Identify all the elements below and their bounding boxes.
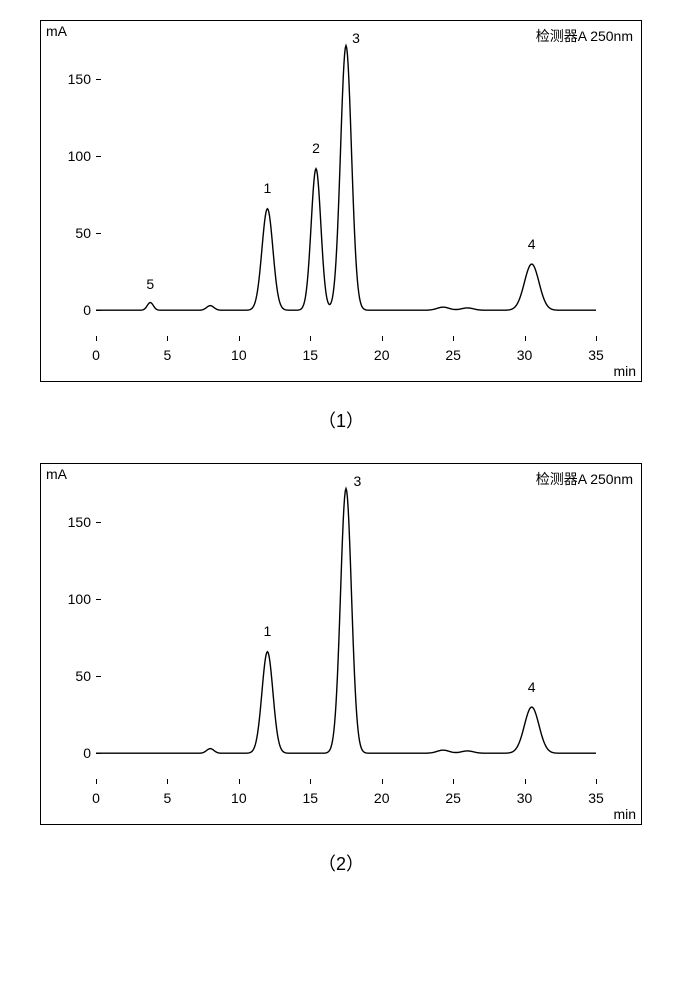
x-tick-mark [310,336,311,341]
peak-label-5: 5 [146,276,154,292]
y-tick-label: 150 [41,71,91,87]
chart-2-box: mA 检测器A 250nm min 0501001500510152025303… [40,463,642,825]
x-tick-mark [596,336,597,341]
y-tick-label: 50 [41,668,91,684]
x-tick-mark [167,779,168,784]
x-tick-label: 0 [92,347,100,363]
chart-2-x-label: min [613,806,636,822]
x-tick-label: 15 [302,347,318,363]
x-tick-mark [453,779,454,784]
peak-label-3: 3 [354,473,362,489]
x-tick-label: 20 [374,790,390,806]
y-tick-label: 0 [41,745,91,761]
y-tick-label: 50 [41,225,91,241]
chart-2-y-label: mA [46,466,67,482]
x-tick-label: 30 [517,347,533,363]
chart-2-svg [96,484,596,784]
x-tick-mark [596,779,597,784]
y-tick-label: 150 [41,514,91,530]
x-tick-mark [239,779,240,784]
chart-2-plot-area [96,484,596,784]
y-tick-mark [96,233,101,234]
x-tick-label: 30 [517,790,533,806]
charts-container: mA 检测器A 250nm min 0501001500510152025303… [20,20,662,876]
y-tick-mark [96,753,101,754]
chart-1-x-label: min [613,363,636,379]
y-tick-label: 0 [41,302,91,318]
chart-2-subplot-label: （2） [318,850,364,876]
chart-2-wrapper: mA 检测器A 250nm min 0501001500510152025303… [40,463,642,876]
chart-1-wrapper: mA 检测器A 250nm min 0501001500510152025303… [40,20,642,433]
x-tick-mark [382,779,383,784]
x-tick-label: 25 [445,790,461,806]
x-tick-mark [310,779,311,784]
y-tick-mark [96,310,101,311]
peak-label-2: 2 [312,140,320,156]
x-tick-label: 35 [588,347,604,363]
peak-label-4: 4 [528,679,536,695]
y-tick-mark [96,156,101,157]
peak-label-3: 3 [352,30,360,46]
chart-1-y-label: mA [46,23,67,39]
x-tick-label: 5 [164,790,172,806]
x-tick-label: 10 [231,347,247,363]
peak-label-4: 4 [528,236,536,252]
y-tick-mark [96,79,101,80]
peak-label-1: 1 [264,623,272,639]
x-tick-mark [525,779,526,784]
x-tick-label: 5 [164,347,172,363]
chart-1-subplot-label: （1） [318,407,364,433]
y-tick-mark [96,676,101,677]
x-tick-mark [525,336,526,341]
y-tick-label: 100 [41,148,91,164]
x-tick-label: 25 [445,347,461,363]
x-tick-mark [167,336,168,341]
x-tick-label: 35 [588,790,604,806]
x-tick-mark [96,336,97,341]
peak-label-1: 1 [264,180,272,196]
y-tick-mark [96,599,101,600]
chart-1-plot-area [96,41,596,341]
y-tick-label: 100 [41,591,91,607]
x-tick-mark [96,779,97,784]
x-tick-mark [239,336,240,341]
chart-1-svg [96,41,596,341]
x-tick-mark [382,336,383,341]
x-tick-label: 15 [302,790,318,806]
y-tick-mark [96,522,101,523]
chart-1-box: mA 检测器A 250nm min 0501001500510152025303… [40,20,642,382]
x-tick-label: 10 [231,790,247,806]
x-tick-label: 20 [374,347,390,363]
x-tick-label: 0 [92,790,100,806]
x-tick-mark [453,336,454,341]
